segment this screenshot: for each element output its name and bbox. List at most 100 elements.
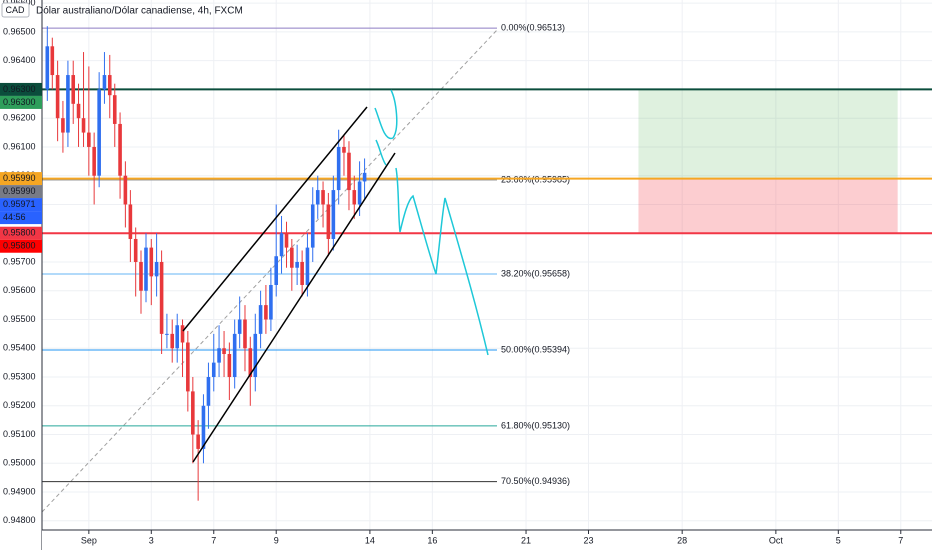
candle-body <box>279 233 284 257</box>
price-badge <box>0 185 42 199</box>
price-badge <box>0 239 42 253</box>
fib-label: 61.80%(0.95130) <box>501 420 570 430</box>
axis-labels: 0.94800 0.94900 0.95000 0.95100 0.95200 0.953… <box>0 0 903 545</box>
x-tick-label: 14 <box>365 535 375 545</box>
candle-body <box>347 152 351 191</box>
x-tick-label: 21 <box>521 535 531 545</box>
price-badge <box>0 82 42 96</box>
candle-body <box>45 46 50 90</box>
candle-body <box>253 333 258 378</box>
x-tick-label: Sep <box>81 535 97 545</box>
candle-body <box>55 75 60 119</box>
position-tool <box>638 89 898 234</box>
price-badge <box>0 211 42 225</box>
y-tick-label: 0.95100 <box>3 429 36 439</box>
candle-body <box>81 118 86 133</box>
candle-body <box>206 377 211 406</box>
candle-body <box>217 348 221 363</box>
candle-body <box>321 190 325 205</box>
y-tick-label: 0.96500 <box>3 26 36 36</box>
candle-body <box>211 362 216 378</box>
candle-body <box>159 261 164 334</box>
fib-label: 0.00%(0.96513) <box>501 23 565 33</box>
candle-body <box>362 172 367 182</box>
profit-zone <box>638 89 898 179</box>
candle-body <box>274 256 279 285</box>
x-tick-label: 16 <box>427 535 437 545</box>
price-badge-label: 0.95800 <box>3 241 36 251</box>
candle-body <box>186 342 190 392</box>
candle-body <box>123 175 128 205</box>
candle-body <box>191 391 195 435</box>
x-tick-label: 23 <box>583 535 593 545</box>
candle-body <box>300 261 304 285</box>
channel-upper <box>182 106 368 332</box>
candle-body <box>336 146 341 191</box>
y-tick-label: 0.95000 <box>3 458 36 468</box>
candle-body <box>222 348 226 355</box>
x-tick-label: 9 <box>274 535 279 545</box>
drawings <box>182 89 489 463</box>
candle-body <box>284 233 289 248</box>
candle-body <box>232 333 237 378</box>
y-tick-label: 0.95500 <box>3 314 36 324</box>
x-tick-label: 7 <box>898 535 903 545</box>
price-badge-label: 0.96300 <box>3 97 36 107</box>
price-badge-label: 0.95990 <box>3 186 36 196</box>
candle-body <box>87 132 91 147</box>
candle-body <box>97 89 101 176</box>
candle-body <box>112 95 117 124</box>
price-badge <box>0 95 42 109</box>
fib-trend-line <box>41 29 498 513</box>
candle-body <box>175 325 180 349</box>
price-badge-label: 0.96300 <box>3 84 36 94</box>
currency-box <box>1 2 30 18</box>
hand-drawn-path <box>375 139 489 356</box>
price-badge-label: 0.95971 <box>3 199 36 209</box>
x-tick-label: 28 <box>677 535 687 545</box>
candle-body <box>144 247 148 291</box>
candle-body <box>154 261 159 277</box>
candles <box>45 26 367 501</box>
candle-body <box>331 190 336 239</box>
time-axis <box>42 530 932 550</box>
candle-body <box>66 75 70 133</box>
price-badge <box>0 226 42 240</box>
y-tick-label: 0.96200 <box>3 113 36 123</box>
candle-body <box>133 238 138 262</box>
candle-body <box>165 333 169 335</box>
candle-body <box>118 123 122 176</box>
loss-zone <box>638 178 898 234</box>
candle-body <box>352 190 357 205</box>
price-badge-label: 44:56 <box>3 212 26 222</box>
currency: CAD <box>5 5 25 15</box>
y-tick-label: 0.95600 <box>3 285 36 295</box>
candle-body <box>107 75 112 96</box>
candle-body <box>50 46 55 76</box>
fib-label: 70.50%(0.94936) <box>501 476 570 486</box>
candle-body <box>128 204 133 239</box>
candle-body <box>102 75 107 90</box>
fib-label: 38.20%(0.95658) <box>501 268 570 278</box>
candle-body <box>243 319 247 349</box>
fib-label: 50.00%(0.95394) <box>501 344 570 354</box>
y-tick-label: 0.95300 <box>3 371 36 381</box>
candle-body <box>139 261 143 291</box>
horizontal-levels <box>42 88 932 235</box>
candle-body <box>76 103 81 119</box>
x-tick-label: 5 <box>836 535 841 545</box>
candle-body <box>295 261 299 268</box>
candle-body <box>170 333 175 349</box>
candle-body <box>315 190 320 205</box>
price-badge <box>0 172 42 186</box>
candle-body <box>149 247 154 277</box>
x-tick-label: Oct <box>769 535 784 545</box>
candle-body <box>269 284 273 320</box>
candle-body <box>290 247 294 268</box>
y-tick-label: 0.95400 <box>3 343 36 353</box>
y-tick-label: 0.95700 <box>3 256 36 266</box>
candle-body <box>180 325 185 343</box>
candle-body <box>237 319 242 334</box>
price-badge-label: 0.95800 <box>3 228 36 238</box>
